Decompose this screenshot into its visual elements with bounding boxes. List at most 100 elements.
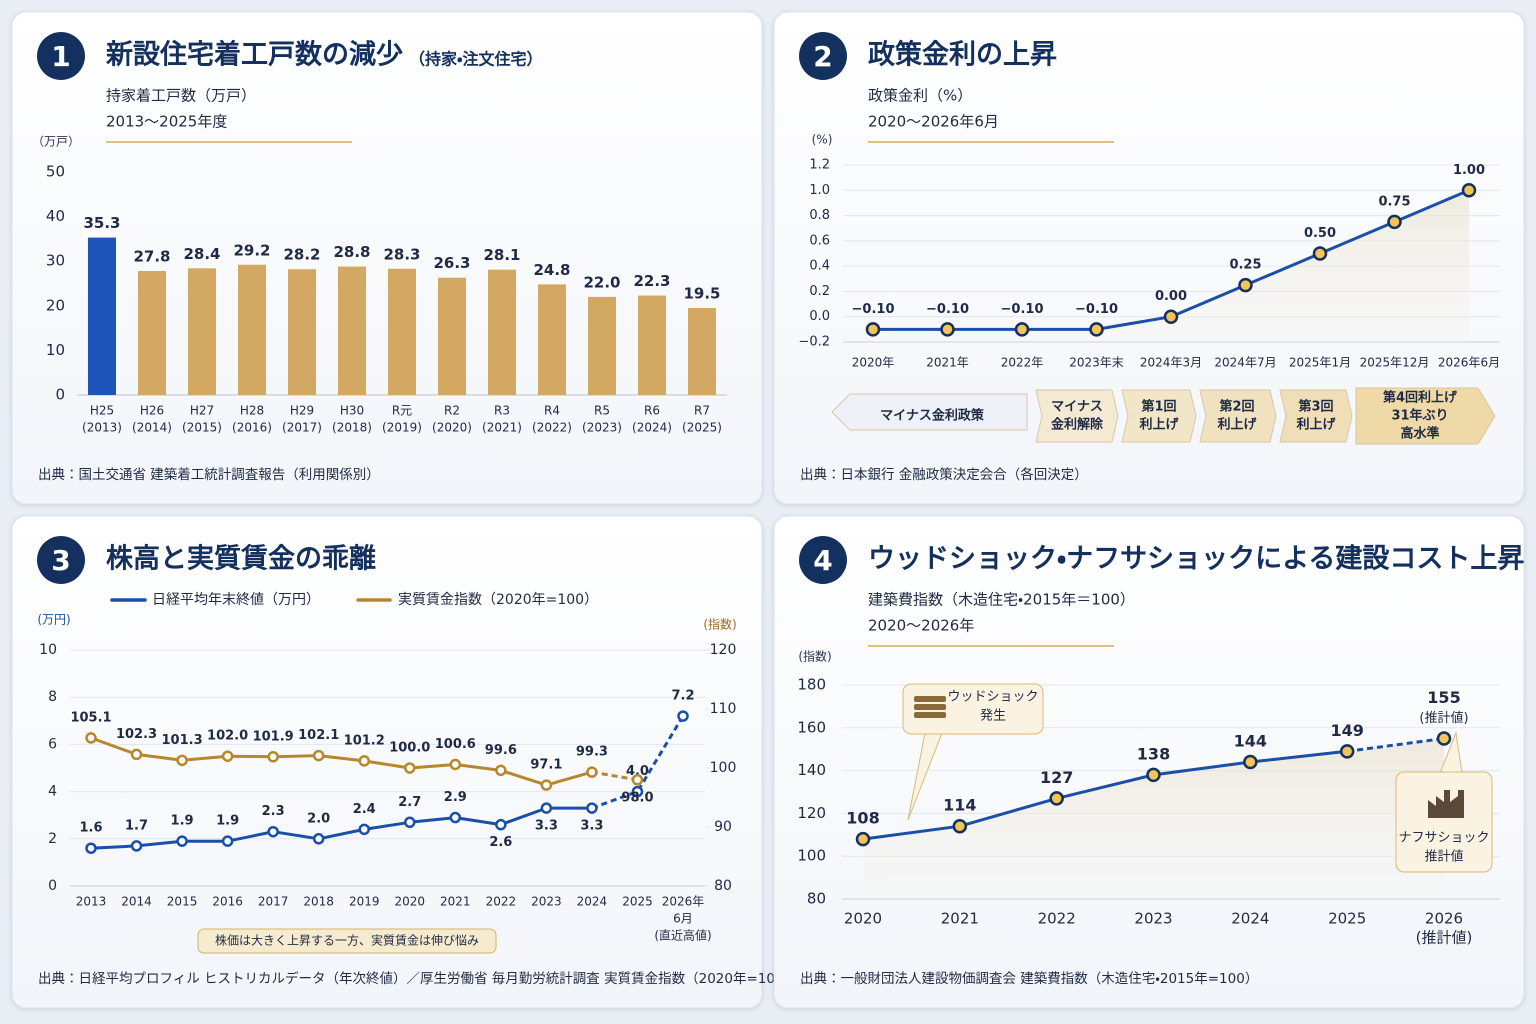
bar <box>588 296 616 395</box>
y-tick-label: 100 <box>797 847 826 865</box>
value-label: 2.3 <box>262 804 285 819</box>
phase-label: マイナス金利政策 <box>880 408 985 424</box>
badge-number: 3 <box>51 544 70 577</box>
value-label: 24.8 <box>533 261 570 279</box>
area <box>863 738 1444 899</box>
chart-title: 新設住宅着工戸数の減少 <box>105 39 403 71</box>
bar <box>388 268 416 395</box>
value-label: 108 <box>846 809 879 828</box>
y-tick-label: 80 <box>807 890 826 908</box>
value-label: 2.7 <box>398 795 421 810</box>
y2-tick-label: 120 <box>710 642 737 658</box>
x-tick-label: (2021) <box>482 421 522 435</box>
value-label: 98.0 <box>621 790 653 805</box>
marker <box>1387 214 1402 230</box>
x-tick-label: 2016 <box>212 895 243 909</box>
x-tick-label: 2019 <box>349 895 380 909</box>
y-tick-label: 0.0 <box>809 309 830 324</box>
y2-tick-label: 110 <box>710 701 737 717</box>
value-label: 101.3 <box>162 733 203 748</box>
legend-label: 実質賃金指数（2020年=100） <box>398 591 598 608</box>
y-tick-label: 160 <box>797 718 826 736</box>
x-tick-label: (2019) <box>382 421 422 435</box>
value-label: 0.00 <box>1155 289 1187 304</box>
badge <box>799 32 847 80</box>
value-label: 100.0 <box>389 741 430 756</box>
marker <box>130 748 143 761</box>
y-tick-label: 0 <box>48 878 57 894</box>
value-label: −0.10 <box>926 302 969 317</box>
marker <box>1089 322 1104 337</box>
marker <box>586 766 598 778</box>
x-tick-label: (2023) <box>582 421 622 435</box>
value-label: 155 <box>1427 688 1460 707</box>
marker <box>176 835 188 847</box>
bar <box>638 295 666 395</box>
y-unit: (万円) <box>37 613 70 627</box>
x-tick-label: 2021年 <box>926 356 969 370</box>
x-tick-label: 2022 <box>486 895 517 909</box>
bar <box>138 271 166 395</box>
value-label: 99.6 <box>485 743 517 758</box>
marker <box>1238 277 1253 293</box>
badge <box>37 32 85 80</box>
x-tick-label: 2020 <box>844 910 882 928</box>
phase-box <box>831 393 1028 431</box>
phase-label: 利上げ <box>1296 417 1336 433</box>
phase-label: 第3回 <box>1297 399 1333 415</box>
x-tick-label: (2014) <box>132 421 172 435</box>
value-label: 101.2 <box>344 733 385 748</box>
y-tick-label: 40 <box>46 207 65 225</box>
x-tick-label: H25 <box>90 404 114 418</box>
x-tick-label: (2017) <box>282 421 322 435</box>
value-label: 144 <box>1234 732 1267 751</box>
x-tick-label: (2013) <box>82 421 122 435</box>
marker <box>1339 744 1355 759</box>
x-tick-label: 2018 <box>303 895 334 909</box>
marker <box>404 762 416 774</box>
badge-number: 1 <box>51 40 70 73</box>
phase-label: 利上げ <box>1217 417 1257 433</box>
marker <box>540 779 553 791</box>
phase-box <box>1035 389 1119 443</box>
bar <box>188 268 216 395</box>
value-label: 26.3 <box>433 254 470 272</box>
icon-factory <box>1428 790 1464 818</box>
x-tick-label: 2023年末 <box>1069 356 1124 370</box>
value-label: 99.3 <box>576 745 608 760</box>
value-label: 1.7 <box>125 818 148 833</box>
x-tick-label: 2024年3月 <box>1140 356 1202 370</box>
value-label: 0.75 <box>1378 194 1410 209</box>
chart-title: 政策金利の上昇 <box>868 39 1057 71</box>
value-label: 0.50 <box>1304 226 1336 241</box>
marker <box>176 754 188 767</box>
x-tick-label: 2025 <box>1328 910 1366 928</box>
phase-label: 第2回 <box>1218 399 1254 415</box>
bar <box>288 269 316 395</box>
badge-number: 2 <box>813 40 832 73</box>
y2-unit: (指数) <box>703 617 736 632</box>
value-label: 2.9 <box>444 790 467 805</box>
value-label: 102.0 <box>207 729 248 744</box>
value-label: 28.4 <box>183 245 220 263</box>
value-label: 3.3 <box>535 819 558 834</box>
y-tick-label: 10 <box>39 642 57 658</box>
y-tick-label: 2 <box>48 831 57 847</box>
marker <box>1436 731 1452 746</box>
estimate-label: (推計値) <box>1419 710 1468 726</box>
value-label: −0.10 <box>1001 302 1044 317</box>
value-label: 1.00 <box>1453 163 1485 178</box>
marker <box>677 710 689 722</box>
value-label: 29.2 <box>233 241 270 259</box>
bar <box>538 284 566 395</box>
icon-wood <box>914 696 946 702</box>
marker <box>358 755 370 767</box>
value-label: 0.25 <box>1229 258 1261 273</box>
x-tick-label: 2025 <box>622 895 653 909</box>
value-label: 3.3 <box>580 819 603 834</box>
panel <box>11 515 763 1009</box>
value-label: 102.3 <box>116 727 157 742</box>
source: 出典：日経平均プロフィル ヒストリカルデータ（年次終値）／厚生労働省 毎月勤労統… <box>38 970 797 987</box>
x-tick-label: 2026年6月 <box>1438 356 1500 370</box>
